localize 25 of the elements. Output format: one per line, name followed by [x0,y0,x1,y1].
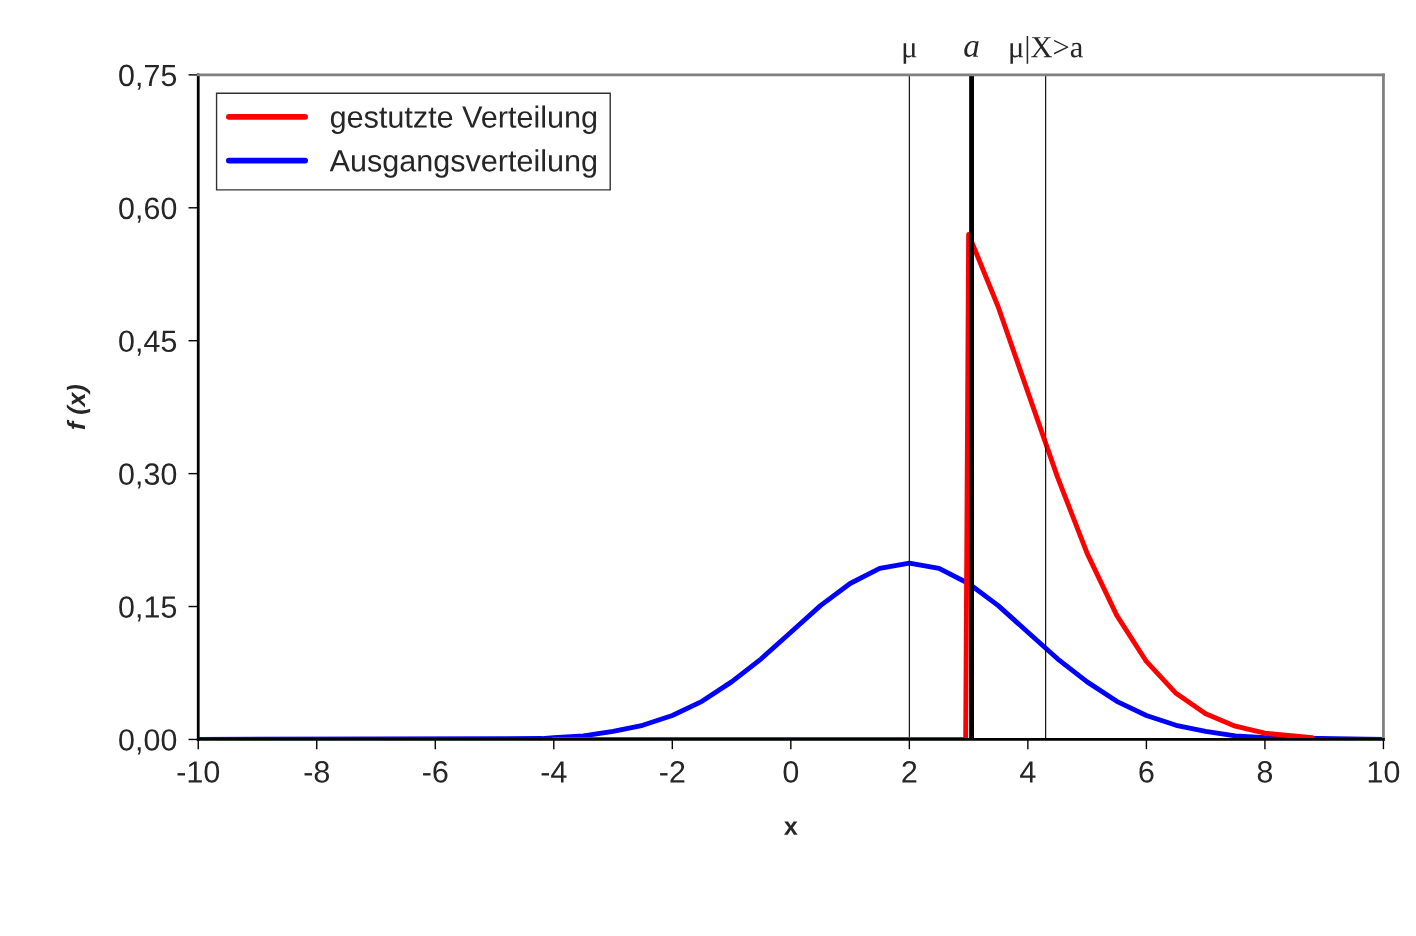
x-tick-label: -8 [304,761,330,783]
y-tick-label: 0,00 [119,729,177,755]
x-tick-label: 8 [1257,761,1273,783]
x-tick-label: 10 [1368,761,1400,783]
x-tick-label: -6 [423,761,448,783]
x-tick-label: -10 [177,761,220,783]
x-tick-label: 0 [783,761,799,783]
x-tick-label: 4 [1020,761,1036,783]
x-tick-label: -4 [541,761,567,783]
y-axis-title: f (x) [66,384,91,430]
y-tick-label: 0,45 [119,330,177,356]
legend-label: Ausgangsverteilung [329,149,597,178]
y-tick-label: 0,75 [119,64,177,90]
x-tick-label: 6 [1139,761,1154,783]
legend-label: gestutzte Verteilung [330,105,597,134]
ref-line-label: μ [903,43,917,64]
x-tick-label: 2 [902,761,917,783]
y-tick-label: 0,15 [119,596,177,622]
y-tick-label: 0,30 [119,463,177,489]
ref-line-label: μ|X>a [1010,35,1083,64]
x-tick-label: -2 [660,761,685,783]
line-series [551,231,1315,740]
annotation: a [964,40,979,58]
y-tick-label: 0,60 [119,197,177,223]
x-axis-title: x [784,821,798,835]
